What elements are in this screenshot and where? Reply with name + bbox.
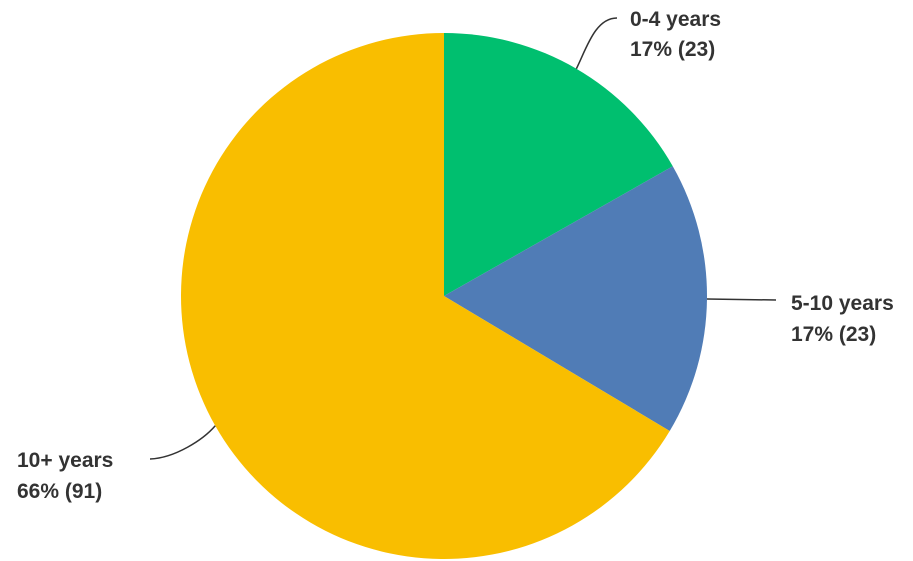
- slice-label-0-4-years: 0-4 years: [630, 8, 721, 31]
- label-10-plus-years: 10+ years 66% (91): [17, 449, 113, 503]
- slice-label-5-10-years: 5-10 years: [791, 292, 894, 315]
- leader-line-5-10-years: [706, 298, 777, 301]
- leader-line-10-plus-years: [149, 425, 216, 460]
- slice-value-0-4-years: 17% (23): [630, 38, 715, 61]
- slice-label-10-plus-years: 10+ years: [17, 449, 113, 472]
- leader-line-0-4-years: [575, 17, 618, 70]
- leader-lines: [149, 17, 777, 460]
- label-5-10-years: 5-10 years 17% (23): [791, 292, 894, 346]
- pie-slices: [181, 33, 707, 560]
- slice-5-10-years: [444, 166, 707, 431]
- slice-10-plus-years: [181, 33, 670, 560]
- label-0-4-years: 0-4 years 17% (23): [630, 8, 721, 61]
- slice-value-5-10-years: 17% (23): [791, 323, 876, 346]
- slice-value-10-plus-years: 66% (91): [17, 480, 102, 503]
- slice-0-4-years: [444, 33, 673, 296]
